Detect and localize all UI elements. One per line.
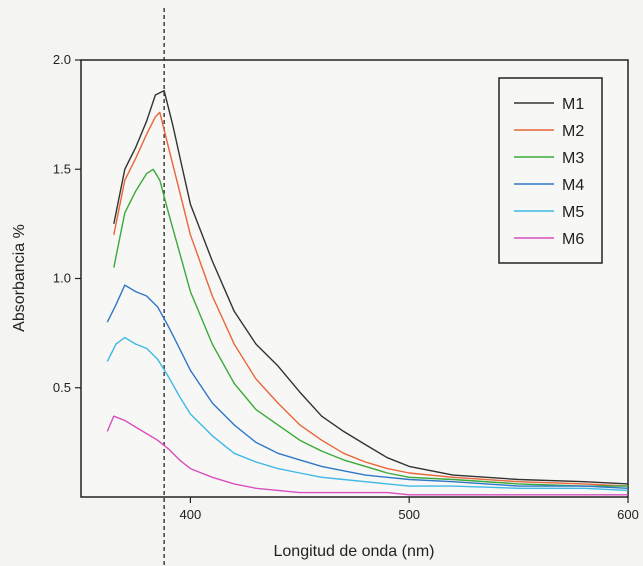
series-line-m3 xyxy=(113,168,628,487)
legend-label-m5: M5 xyxy=(562,204,584,221)
series-line-m2 xyxy=(113,111,629,487)
legend-label-m6: M6 xyxy=(562,231,584,248)
series-line-m1 xyxy=(113,89,629,485)
x-tick-label: 600 xyxy=(617,507,639,522)
x-axis-title: Longitud de onda (nm) xyxy=(274,543,435,560)
series-line-m4 xyxy=(106,284,629,489)
y-axis-title: Absorbancia % xyxy=(11,224,28,332)
series-line-m6 xyxy=(106,415,628,496)
y-tick-label: 2.0 xyxy=(53,52,71,67)
y-tick-label: 1.0 xyxy=(53,271,71,286)
legend-label-m2: M2 xyxy=(562,123,584,140)
legend-label-m1: M1 xyxy=(562,96,584,113)
legend-label-m3: M3 xyxy=(562,150,584,167)
series-line-m5 xyxy=(106,336,629,492)
legend-box xyxy=(498,77,603,264)
y-tick-label: 1.5 xyxy=(53,161,71,176)
x-tick-label: 500 xyxy=(398,507,420,522)
legend-label-m4: M4 xyxy=(562,177,584,194)
x-tick-label: 400 xyxy=(180,507,202,522)
y-tick-label: 0.5 xyxy=(53,380,71,395)
